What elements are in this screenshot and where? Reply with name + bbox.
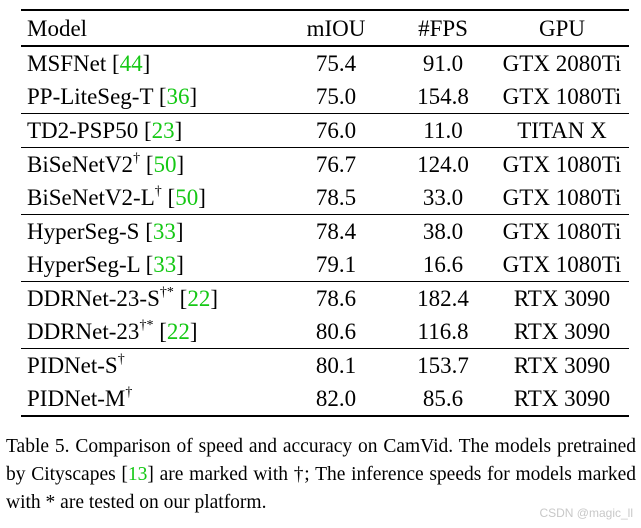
model-cell: PIDNet-M†	[21, 382, 281, 416]
caption-citation[interactable]: 13	[127, 464, 148, 485]
citation-link[interactable]: 22	[166, 319, 190, 344]
model-cell: BiSeNetV2-L† [50]	[27, 184, 206, 210]
citation-link[interactable]: 50	[175, 185, 199, 210]
gpu-cell: GTX 1080Ti	[502, 219, 622, 244]
model-cell: PIDNet-S†	[21, 349, 281, 383]
fps-cell: 11.0	[423, 118, 463, 143]
gpu-cell: GTX 2080Ti	[502, 51, 622, 76]
fps-cell: 153.7	[417, 353, 469, 378]
table-row: PIDNet-M† 82.0 85.6 RTX 3090	[21, 382, 629, 416]
model-mark: †	[154, 184, 162, 199]
model-cell: HyperSeg-L [33]	[27, 252, 184, 277]
model-mark: †	[117, 352, 125, 367]
citation-link[interactable]: 36	[166, 84, 190, 109]
model-name: PP-LiteSeg-T	[27, 84, 154, 109]
model-cell: PP-LiteSeg-T [36]	[27, 84, 198, 109]
gpu-cell: RTX 3090	[513, 319, 611, 344]
table-caption: Table 5. Comparison of speed and accurac…	[6, 436, 637, 513]
table-group: PIDNet-S† 80.1 153.7 RTX 3090 PIDNet-M† 82.0 8…	[21, 349, 629, 416]
gpu-cell: GTX 1080Ti	[502, 152, 622, 177]
miou-cell: 80.6	[315, 319, 357, 344]
fps-cell: 124.0	[417, 152, 469, 177]
gpu-cell: GTX 1080Ti	[502, 185, 622, 210]
miou-cell: 80.1	[315, 353, 357, 378]
model-name: HyperSeg-S	[27, 219, 140, 244]
model-name: PIDNet-M	[27, 386, 126, 411]
header-fps: #FPS	[418, 15, 468, 41]
caption-text-end: are marked with †; The inference speeds …	[6, 464, 637, 513]
header-gpu: GPU	[538, 15, 585, 41]
table-group: MSFNet [44] 75.4 91.0 GTX 2080Ti PP-LiteSeg-…	[21, 46, 629, 114]
model-name: DDRNet-23	[27, 319, 140, 344]
watermark: CSDN @magic_ll	[539, 506, 633, 520]
table-group: DDRNet-23-S†* [22] 78.6 182.4 RTX 3090 DDRNe…	[21, 282, 629, 349]
table-header-row: Model mIOU #FPS GPU	[21, 10, 629, 46]
citation-link[interactable]: 33	[152, 219, 176, 244]
results-table: Model mIOU #FPS GPU MSFNet [44] 75.4 91.0 G…	[21, 9, 629, 417]
model-name: BiSeNetV2	[27, 152, 134, 177]
model-mark: †	[125, 385, 133, 400]
gpu-cell: GTX 1080Ti	[502, 252, 622, 277]
fps-cell: 16.6	[422, 252, 464, 277]
fps-cell: 116.8	[417, 319, 469, 344]
table-row: PP-LiteSeg-T [36] 75.0 154.8 GTX 1080Ti	[21, 80, 629, 114]
model-name: PIDNet-S	[27, 353, 118, 378]
miou-cell: 78.6	[315, 286, 357, 311]
table-row: BiSeNetV2† [50] 76.7 124.0 GTX 1080Ti	[21, 148, 629, 182]
miou-cell: 76.7	[315, 152, 357, 177]
model-name: MSFNet	[27, 51, 107, 76]
model-cell: TD2-PSP50 [23]	[27, 118, 183, 143]
table-row: MSFNet [44] 75.4 91.0 GTX 2080Ti	[21, 46, 629, 80]
fps-cell: 182.4	[417, 286, 469, 311]
table-row: TD2-PSP50 [23] 76.0 11.0 TITAN X	[21, 114, 629, 148]
fps-cell: 38.0	[422, 219, 464, 244]
miou-cell: 75.4	[315, 51, 357, 76]
model-cell: HyperSeg-S [33]	[27, 219, 184, 244]
model-cell: BiSeNetV2† [50]	[27, 151, 185, 177]
citation-link[interactable]: 33	[153, 252, 177, 277]
fps-cell: 85.6	[422, 386, 464, 411]
fps-cell: 33.0	[422, 185, 464, 210]
model-mark: †*	[159, 285, 174, 300]
table-group: TD2-PSP50 [23] 76.0 11.0 TITAN X	[21, 114, 629, 148]
miou-cell: 78.5	[315, 185, 357, 210]
table-group: BiSeNetV2† [50] 76.7 124.0 GTX 1080Ti BiSeNe…	[21, 148, 629, 215]
gpu-cell: RTX 3090	[513, 386, 611, 411]
citation-link[interactable]: 23	[151, 118, 175, 143]
header-miou: mIOU	[306, 15, 366, 41]
header-model: Model	[27, 15, 88, 41]
table-row: HyperSeg-L [33] 79.1 16.6 GTX 1080Ti	[21, 248, 629, 282]
model-mark: †*	[139, 318, 154, 333]
model-cell: DDRNet-23-S†* [22]	[27, 285, 218, 311]
table-row: PIDNet-S† 80.1 153.7 RTX 3090	[21, 349, 629, 383]
gpu-cell: GTX 1080Ti	[502, 84, 622, 109]
caption-text-start: Table 5. Comparison of speed and accurac…	[6, 436, 636, 485]
model-mark: †	[133, 151, 141, 166]
miou-cell: 79.1	[315, 252, 357, 277]
fps-cell: 154.8	[417, 84, 469, 109]
fps-cell: 91.0	[422, 51, 464, 76]
model-cell: DDRNet-23†* [22]	[27, 318, 198, 344]
miou-cell: 82.0	[315, 386, 357, 411]
citation-link[interactable]: 50	[153, 152, 177, 177]
citation-link[interactable]: 44	[119, 51, 143, 76]
miou-cell: 78.4	[315, 219, 357, 244]
table-group: HyperSeg-S [33] 78.4 38.0 GTX 1080Ti HyperSe…	[21, 215, 629, 282]
table-row: DDRNet-23†* [22] 80.6 116.8 RTX 3090	[21, 315, 629, 349]
model-name: TD2-PSP50	[27, 118, 139, 143]
miou-cell: 76.0	[315, 118, 357, 143]
gpu-cell: RTX 3090	[513, 286, 611, 311]
table-row: BiSeNetV2-L† [50] 78.5 33.0 GTX 1080Ti	[21, 181, 629, 215]
gpu-cell: TITAN X	[517, 118, 607, 143]
table-row: HyperSeg-S [33] 78.4 38.0 GTX 1080Ti	[21, 215, 629, 249]
model-name: HyperSeg-L	[27, 252, 140, 277]
model-cell: MSFNet [44]	[27, 51, 151, 76]
citation-link[interactable]: 22	[187, 286, 211, 311]
table-row: DDRNet-23-S†* [22] 78.6 182.4 RTX 3090	[21, 282, 629, 316]
model-name: DDRNet-23-S	[27, 286, 160, 311]
gpu-cell: RTX 3090	[513, 353, 611, 378]
miou-cell: 75.0	[315, 84, 357, 109]
model-name: BiSeNetV2-L	[27, 185, 155, 210]
